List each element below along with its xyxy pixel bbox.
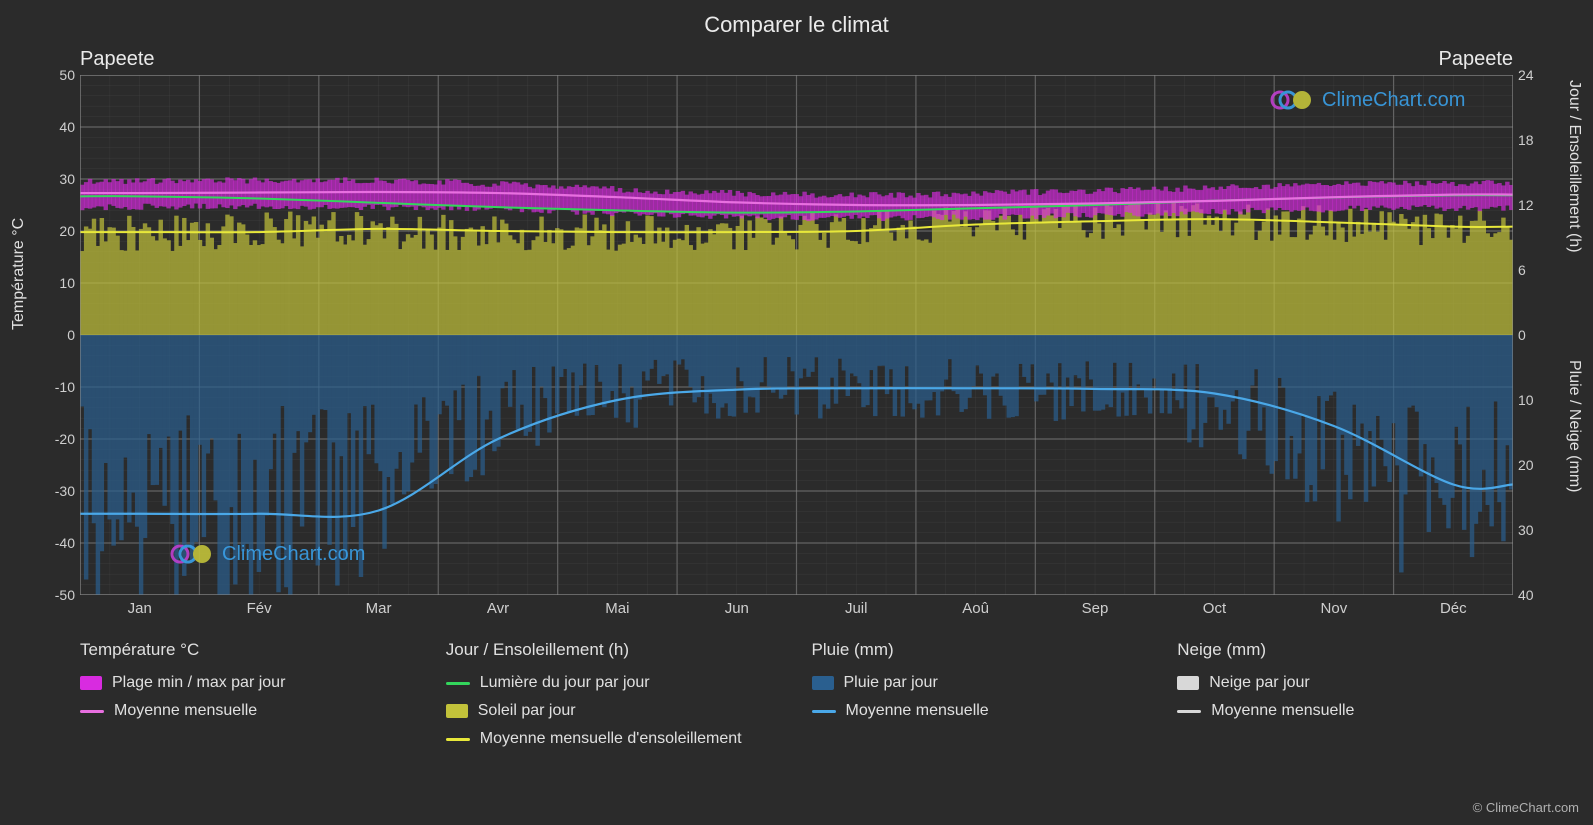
y-tick-right: 12 xyxy=(1518,197,1553,213)
x-tick: Oct xyxy=(1203,600,1226,617)
legend-label: Soleil par jour xyxy=(478,702,576,720)
legend-item-sun-fill: Soleil par jour xyxy=(446,702,782,720)
x-tick: Jun xyxy=(725,600,749,617)
watermark-top: ClimeChart.com xyxy=(1270,86,1465,114)
legend-header: Neige (mm) xyxy=(1177,640,1513,660)
legend-item-rain-avg: Moyenne mensuelle xyxy=(812,702,1148,720)
x-tick: Déc xyxy=(1440,600,1467,617)
x-tick: Juil xyxy=(845,600,868,617)
legend: Température °C Plage min / max par jour … xyxy=(80,640,1513,748)
legend-item-temp-avg: Moyenne mensuelle xyxy=(80,702,416,720)
chart-title: Comparer le climat xyxy=(0,12,1593,38)
chart-container: Comparer le climat Papeete Papeete Tempé… xyxy=(0,0,1593,825)
x-ticks: Jan Fév Mar Avr Mai Jun Juil Aoû Sep Oct Nov Déc xyxy=(80,600,1513,625)
credit-text: © ClimeChart.com xyxy=(1473,800,1579,815)
location-label-left: Papeete xyxy=(80,48,155,71)
swatch-daylight xyxy=(446,682,470,685)
legend-col-snow: Neige (mm) Neige par jour Moyenne mensue… xyxy=(1177,640,1513,748)
y-tick-right: 18 xyxy=(1518,132,1553,148)
legend-col-temperature: Température °C Plage min / max par jour … xyxy=(80,640,416,748)
y-tick-right: 6 xyxy=(1518,262,1553,278)
y-tick-left: -20 xyxy=(40,431,75,447)
y-tick-left: 10 xyxy=(40,275,75,291)
swatch-snow xyxy=(1177,676,1199,690)
watermark-text: ClimeChart.com xyxy=(1322,89,1465,112)
legend-col-daylight: Jour / Ensoleillement (h) Lumière du jou… xyxy=(446,640,782,748)
legend-label: Plage min / max par jour xyxy=(112,674,285,692)
y-tick-right: 30 xyxy=(1518,522,1553,538)
y-tick-left: -50 xyxy=(40,587,75,603)
y-tick-left: 50 xyxy=(40,67,75,83)
y-tick-left: 30 xyxy=(40,171,75,187)
y-axis-label-left: Température °C xyxy=(10,218,28,330)
legend-label: Moyenne mensuelle xyxy=(846,702,989,720)
y-tick-right: 10 xyxy=(1518,392,1553,408)
x-tick: Mai xyxy=(605,600,629,617)
y-tick-right: 20 xyxy=(1518,457,1553,473)
y-axis-label-right-bottom: Pluie / Neige (mm) xyxy=(1565,360,1583,492)
x-tick: Nov xyxy=(1321,600,1348,617)
y-tick-left: 40 xyxy=(40,119,75,135)
legend-label: Moyenne mensuelle d'ensoleillement xyxy=(480,730,742,748)
swatch-snow-avg xyxy=(1177,710,1201,713)
y-tick-left: 0 xyxy=(40,327,75,343)
y-axis-label-right-top: Jour / Ensoleillement (h) xyxy=(1565,80,1583,253)
legend-label: Moyenne mensuelle xyxy=(114,702,257,720)
x-tick: Fév xyxy=(247,600,272,617)
legend-item-snow-fill: Neige par jour xyxy=(1177,674,1513,692)
swatch-rain xyxy=(812,676,834,690)
y-tick-left: -30 xyxy=(40,483,75,499)
swatch-temp-avg xyxy=(80,710,104,713)
x-tick: Jan xyxy=(128,600,152,617)
legend-item-temp-range: Plage min / max par jour xyxy=(80,674,416,692)
legend-label: Moyenne mensuelle xyxy=(1211,702,1354,720)
plot-area xyxy=(80,75,1513,595)
legend-header: Jour / Ensoleillement (h) xyxy=(446,640,782,660)
chart-svg xyxy=(80,75,1513,595)
swatch-sun-avg xyxy=(446,738,470,741)
legend-item-sun-avg: Moyenne mensuelle d'ensoleillement xyxy=(446,730,782,748)
x-tick: Mar xyxy=(366,600,392,617)
x-tick: Aoû xyxy=(962,600,989,617)
y-tick-right: 0 xyxy=(1518,327,1553,343)
y-tick-left: -10 xyxy=(40,379,75,395)
legend-item-rain-fill: Pluie par jour xyxy=(812,674,1148,692)
legend-col-rain: Pluie (mm) Pluie par jour Moyenne mensue… xyxy=(812,640,1148,748)
legend-header: Pluie (mm) xyxy=(812,640,1148,660)
legend-header: Température °C xyxy=(80,640,416,660)
swatch-temp-range xyxy=(80,676,102,690)
watermark-text: ClimeChart.com xyxy=(222,543,365,566)
y-tick-right: 24 xyxy=(1518,67,1553,83)
watermark-bottom: ClimeChart.com xyxy=(170,540,365,568)
legend-item-snow-avg: Moyenne mensuelle xyxy=(1177,702,1513,720)
swatch-rain-avg xyxy=(812,710,836,713)
x-tick: Sep xyxy=(1082,600,1109,617)
y-tick-right: 40 xyxy=(1518,587,1553,603)
y-tick-left: 20 xyxy=(40,223,75,239)
x-tick: Avr xyxy=(487,600,509,617)
swatch-sun xyxy=(446,704,468,718)
location-label-right: Papeete xyxy=(1438,48,1513,71)
legend-label: Pluie par jour xyxy=(844,674,938,692)
y-tick-left: -40 xyxy=(40,535,75,551)
legend-label: Neige par jour xyxy=(1209,674,1310,692)
legend-item-daylight: Lumière du jour par jour xyxy=(446,674,782,692)
legend-label: Lumière du jour par jour xyxy=(480,674,650,692)
